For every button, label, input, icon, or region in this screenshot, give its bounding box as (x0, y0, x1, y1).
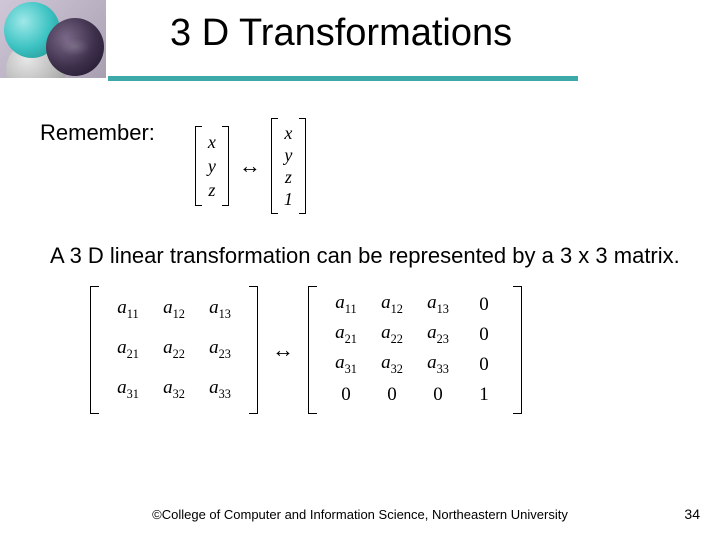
matrix-cell: 1 (479, 384, 489, 406)
vec3-entry: y (208, 156, 216, 177)
matrix-cell: a11 (117, 297, 138, 322)
matrix-cell: a32 (163, 377, 185, 402)
biarrow-icon: ↔ (272, 337, 294, 363)
matrix-correspondence: a11 a12 a13 a21 a22 a23 a31 a32 a33 ↔ a11 a12 a13 0… (90, 286, 680, 414)
left-bracket-icon (195, 126, 202, 206)
vec4-entry: 1 (284, 189, 293, 210)
matrix-cell: a13 (427, 292, 449, 317)
logo-spheres-image (0, 0, 106, 78)
matrix-3x3: a11 a12 a13 a21 a22 a23 a31 a32 a33 (90, 286, 258, 414)
remember-label: Remember: (40, 118, 155, 146)
matrix-cell: a33 (427, 352, 449, 377)
matrix-cell: a21 (335, 322, 357, 347)
matrix-cell: a12 (381, 292, 403, 317)
matrix-cell: a32 (381, 352, 403, 377)
header: 3 D Transformations (0, 0, 720, 78)
vector-xyz1: x y z 1 (271, 118, 306, 214)
vec3-entry: z (208, 180, 215, 201)
matrix-cell: 0 (433, 384, 443, 406)
right-bracket-icon (299, 118, 306, 214)
matrix-cell: a21 (117, 337, 139, 362)
left-bracket-icon (90, 286, 99, 414)
matrix-cell: 0 (479, 324, 489, 346)
page-title: 3 D Transformations (170, 12, 512, 55)
matrix-cell: a33 (209, 377, 231, 402)
page-number: 34 (684, 506, 700, 522)
footer-copyright: ©College of Computer and Information Sci… (0, 507, 720, 522)
matrix-cell: a31 (117, 377, 139, 402)
matrix-cell: a31 (335, 352, 357, 377)
left-bracket-icon (271, 118, 278, 214)
vector-xyz: x y z (195, 126, 229, 206)
right-bracket-icon (222, 126, 229, 206)
paragraph-text: A 3 D linear transformation can be repre… (50, 242, 680, 270)
matrix-cell: a23 (427, 322, 449, 347)
sphere-icon (46, 18, 104, 76)
matrix-cell: a23 (209, 337, 231, 362)
matrix-cell: 0 (479, 294, 489, 316)
matrix-cell: a22 (163, 337, 185, 362)
content-area: Remember: x y z ↔ x y z 1 (40, 118, 680, 414)
biarrow-icon: ↔ (239, 153, 261, 179)
left-bracket-icon (308, 286, 317, 414)
matrix-cell: a11 (335, 292, 356, 317)
vec4-entry: y (284, 145, 292, 166)
matrix-cell: 0 (387, 384, 397, 406)
matrix-4x4: a11 a12 a13 0 a21 a22 a23 0 a31 a32 a33 0 0 0 0 1 (308, 286, 522, 414)
right-bracket-icon (513, 286, 522, 414)
matrix-cell: a22 (381, 322, 403, 347)
matrix-cell: a13 (209, 297, 231, 322)
matrix-cell: 0 (479, 354, 489, 376)
vec4-entry: z (285, 167, 292, 188)
matrix-cell: 0 (341, 384, 351, 406)
title-underline (108, 76, 578, 81)
vec3-entry: x (208, 132, 216, 153)
matrix-cell: a12 (163, 297, 185, 322)
remember-row: Remember: x y z ↔ x y z 1 (40, 118, 680, 214)
vector-correspondence: x y z ↔ x y z 1 (195, 118, 306, 214)
vec4-entry: x (284, 123, 292, 144)
right-bracket-icon (249, 286, 258, 414)
